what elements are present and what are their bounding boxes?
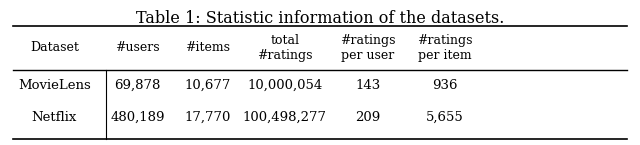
Text: 480,189: 480,189	[110, 111, 165, 124]
Text: MovieLens: MovieLens	[18, 79, 91, 92]
Text: Table 1: Statistic information of the datasets.: Table 1: Statistic information of the da…	[136, 10, 504, 27]
Text: total
#ratings: total #ratings	[257, 34, 312, 62]
Text: 69,878: 69,878	[115, 79, 161, 92]
Text: 10,677: 10,677	[185, 79, 231, 92]
Text: Netflix: Netflix	[32, 111, 77, 124]
Text: 209: 209	[355, 111, 381, 124]
Text: #ratings
per user: #ratings per user	[340, 34, 396, 62]
Text: 17,770: 17,770	[185, 111, 231, 124]
Text: 100,498,277: 100,498,277	[243, 111, 327, 124]
Text: #ratings
per item: #ratings per item	[417, 34, 472, 62]
Text: #users: #users	[115, 41, 160, 54]
Text: Dataset: Dataset	[30, 41, 79, 54]
Text: 143: 143	[355, 79, 381, 92]
Text: 5,655: 5,655	[426, 111, 463, 124]
Text: 936: 936	[432, 79, 458, 92]
Text: #items: #items	[186, 41, 230, 54]
Text: 10,000,054: 10,000,054	[247, 79, 323, 92]
